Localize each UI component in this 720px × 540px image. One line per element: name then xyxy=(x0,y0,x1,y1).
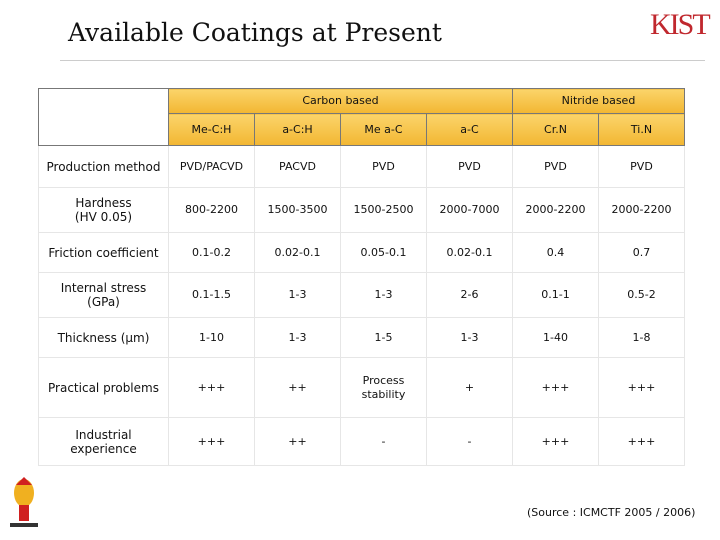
cell: 2000-7000 xyxy=(426,187,513,233)
cell: 800-2200 xyxy=(168,187,255,233)
cell: +++ xyxy=(512,417,599,466)
table-row: Internal stress (GPa) 0.1-1.5 1-3 1-3 2-6 0.1… xyxy=(38,272,685,318)
cell: 0.5-2 xyxy=(598,272,685,318)
slide-title: Available Coatings at Present xyxy=(68,18,442,47)
row-label: Practical problems xyxy=(38,357,169,418)
cell: 1-8 xyxy=(598,317,685,358)
cell: PVD xyxy=(426,145,513,188)
cell: 1500-3500 xyxy=(254,187,341,233)
column-header: a-C:H xyxy=(254,113,341,146)
cell: 1-10 xyxy=(168,317,255,358)
row-label: Friction coefficient xyxy=(38,232,169,273)
column-header: a-C xyxy=(426,113,513,146)
table-row: Production method PVD/PACVD PACVD PVD PVD PVD… xyxy=(38,145,685,188)
column-header: Ti.N xyxy=(598,113,685,146)
group-row: Carbon based Nitride based xyxy=(38,88,685,146)
table-row: Friction coefficient 0.1-0.2 0.02-0.1 0.05-… xyxy=(38,232,685,273)
logo: KIST xyxy=(650,8,711,41)
cell: +++ xyxy=(598,417,685,466)
title-rule xyxy=(60,60,705,61)
cell: PVD/PACVD xyxy=(168,145,255,188)
cell: PVD xyxy=(340,145,427,188)
column-row: Me-C:H a-C:H Me a-C a-C Cr.N Ti.N xyxy=(39,113,685,146)
row-label: Internal stress (GPa) xyxy=(38,272,169,318)
cell: - xyxy=(340,417,427,466)
source-note: (Source : ICMCTF 2005 / 2006) xyxy=(527,506,696,519)
cell: 0.02-0.1 xyxy=(254,232,341,273)
cell: +++ xyxy=(168,417,255,466)
cell: 0.02-0.1 xyxy=(426,232,513,273)
cell: 1-3 xyxy=(254,317,341,358)
coatings-table: Carbon based Nitride based Me-C:H a-C:H Me… xyxy=(38,88,685,466)
cell: ++ xyxy=(254,357,341,418)
cell: 1-3 xyxy=(340,272,427,318)
cell: 0.1-0.2 xyxy=(168,232,255,273)
row-label: Thickness (μm) xyxy=(38,317,169,358)
cell: 0.1-1.5 xyxy=(168,272,255,318)
cell: 0.4 xyxy=(512,232,599,273)
corner-cell xyxy=(38,88,169,146)
cell: +++ xyxy=(512,357,599,418)
cell: 2000-2200 xyxy=(598,187,685,233)
row-label: Hardness (HV 0.05) xyxy=(38,187,169,233)
column-header: Me-C:H xyxy=(168,113,255,146)
mascot xyxy=(10,477,38,527)
cell: - xyxy=(426,417,513,466)
cell: +++ xyxy=(598,357,685,418)
table-row: Practical problems +++ ++ Process stability… xyxy=(38,357,685,418)
cell: 1-40 xyxy=(512,317,599,358)
cell: PVD xyxy=(598,145,685,188)
cell: 1500-2500 xyxy=(340,187,427,233)
cell: 0.05-0.1 xyxy=(340,232,427,273)
row-label: Industrial experience xyxy=(38,417,169,466)
cell: PVD xyxy=(512,145,599,188)
table-row: Thickness (μm) 1-10 1-3 1-5 1-3 1-40 1-8 xyxy=(38,317,685,358)
column-header: Cr.N xyxy=(512,113,599,146)
table-row: Industrial experience +++ ++ - - +++ +++ xyxy=(38,417,685,466)
cell: 0.1-1 xyxy=(512,272,599,318)
cell: + xyxy=(426,357,513,418)
cell: 0.7 xyxy=(598,232,685,273)
cell: ++ xyxy=(254,417,341,466)
cell: 1-3 xyxy=(426,317,513,358)
cell: 1-5 xyxy=(340,317,427,358)
cell: Process stability xyxy=(340,357,427,418)
row-label: Production method xyxy=(38,145,169,188)
cell: 2000-2200 xyxy=(512,187,599,233)
cell: PACVD xyxy=(254,145,341,188)
group-header: Nitride based xyxy=(512,88,685,114)
cell: 1-3 xyxy=(254,272,341,318)
cell: +++ xyxy=(168,357,255,418)
table-row: Hardness (HV 0.05) 800-2200 1500-3500 1500-… xyxy=(38,187,685,233)
cell: 2-6 xyxy=(426,272,513,318)
group-header: Carbon based xyxy=(168,88,513,114)
column-header: Me a-C xyxy=(340,113,427,146)
